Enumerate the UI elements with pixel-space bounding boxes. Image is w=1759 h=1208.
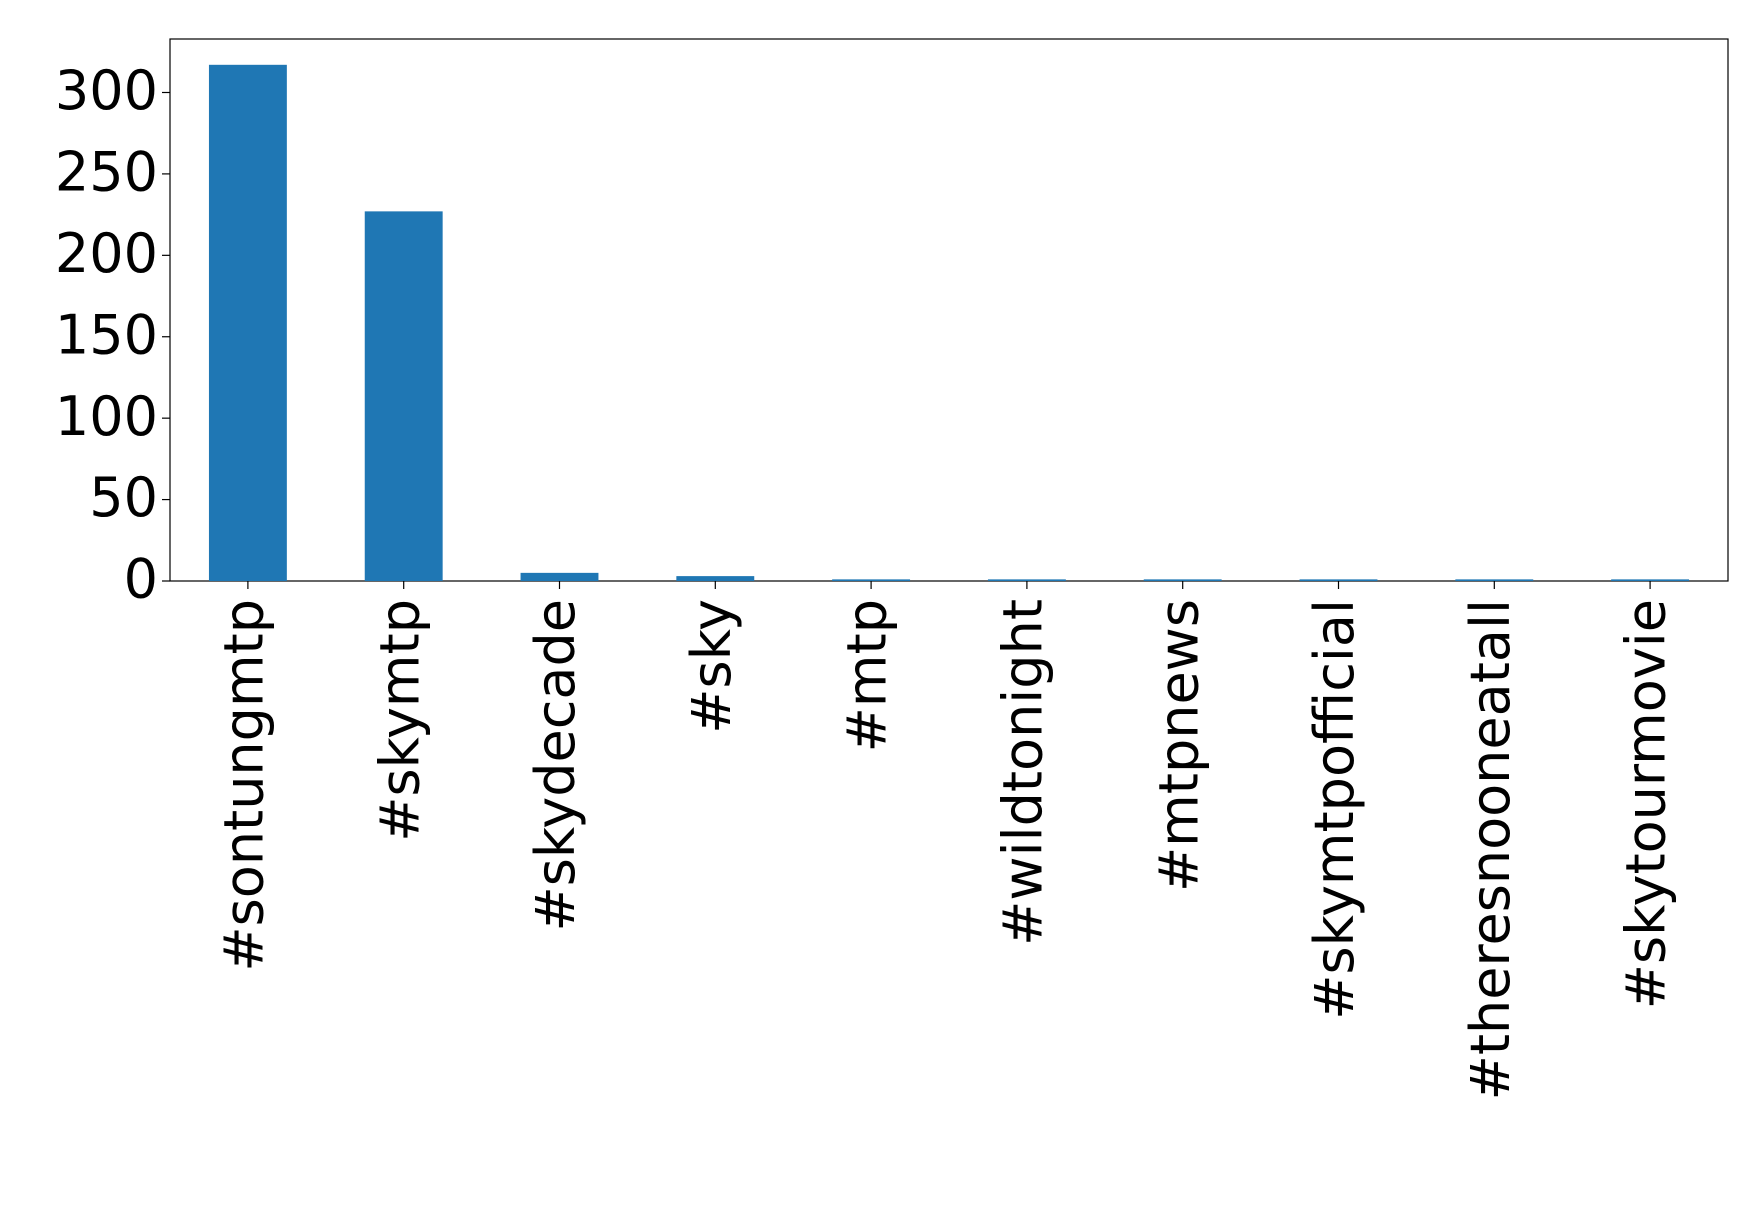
y-tick-label: 250 [55,141,158,204]
y-tick-label: 0 [124,548,158,611]
bar [832,579,911,581]
x-tick-label: #mtp [836,599,899,752]
bar [520,572,599,581]
y-tick-label: 150 [55,303,158,366]
bar [208,64,287,582]
bar [364,211,443,581]
x-tick-label: #mtpnews [1147,599,1210,892]
bar [1299,579,1378,581]
y-tick-label: 300 [55,59,158,122]
x-tick-label: #skymtp [368,599,431,842]
x-tick-label: #skydecade [524,599,587,931]
x-tick-label: #sky [680,599,743,734]
y-tick-label: 200 [55,222,158,285]
y-tick-label: 50 [89,466,158,529]
x-tick-label: #skytourmovie [1615,599,1678,1009]
bar [676,576,755,581]
bar [987,579,1066,581]
bar [1455,579,1534,581]
x-tick-label: #sontungmtp [213,599,276,972]
bar [1143,579,1222,581]
x-tick-label: #wildtonight [992,599,1055,946]
x-tick-label: #theresnooneatall [1459,599,1522,1100]
bar [1611,579,1690,581]
x-tick-label: #skymtpofficial [1303,599,1366,1020]
y-tick-label: 100 [55,385,158,448]
axes-frame [169,38,1729,582]
